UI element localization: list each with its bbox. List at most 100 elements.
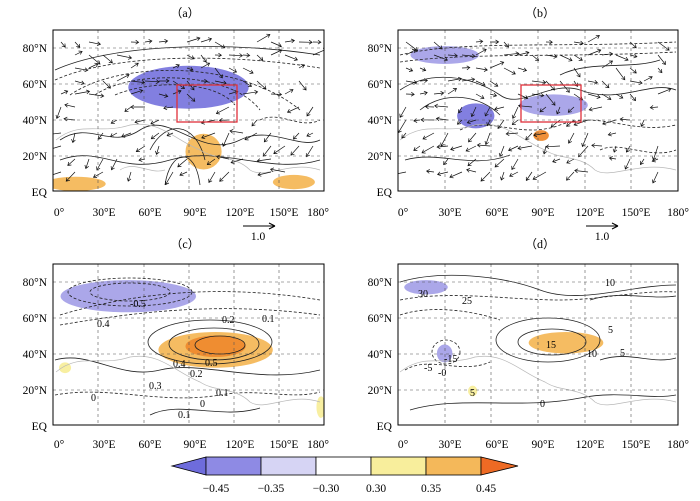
x-tick-label: 60°E — [138, 207, 161, 219]
wind-vector — [657, 54, 666, 65]
wind-vector — [587, 93, 601, 99]
y-tick-label: 40°N — [368, 115, 393, 127]
wind-vector — [601, 51, 614, 57]
wind-vector — [539, 106, 547, 113]
wind-vector — [256, 54, 264, 61]
colorbar-segment — [370, 456, 427, 476]
wind-vector — [601, 93, 612, 101]
wind-vector — [475, 48, 487, 56]
contour-label: 15 — [546, 340, 556, 351]
panel-b-shading — [410, 46, 588, 141]
wind-vector — [150, 132, 160, 140]
y-tick-label: 20°N — [368, 151, 393, 163]
wind-vector — [625, 145, 631, 153]
y-tick-label: 40°N — [23, 349, 48, 361]
panel-a-frame — [52, 29, 325, 192]
wind-vector — [480, 171, 491, 182]
panel-c: （c） -0.5 0.4 0.2 0.1 — [23, 237, 330, 451]
wind-vector — [552, 158, 561, 163]
wind-vector — [158, 38, 169, 44]
wind-vector — [511, 119, 519, 125]
wind-vector — [573, 67, 581, 78]
wind-vector — [64, 103, 76, 108]
wind-vector — [60, 41, 66, 48]
wind-vector — [608, 156, 617, 161]
wind-vector — [567, 132, 575, 144]
wind-vector — [436, 144, 449, 150]
wind-vector — [110, 158, 118, 171]
y-tick-label: 80°N — [368, 43, 393, 55]
wind-vector — [657, 67, 663, 74]
wind-vector — [484, 132, 491, 146]
shaded-region — [436, 344, 453, 363]
y-tick-label: 60°N — [368, 79, 393, 91]
colorbar-tick-label: −0.30 — [313, 483, 340, 495]
contour-label: -0.5 — [130, 299, 146, 310]
wind-vector — [489, 92, 498, 98]
wind-vector — [172, 64, 180, 69]
panel-c-yticks: 80°N 60°N 40°N 20°N EQ — [23, 277, 48, 433]
wind-vector — [219, 171, 230, 182]
wind-vector — [200, 78, 208, 84]
contour-label: 10 — [605, 278, 615, 289]
wind-vector — [475, 39, 484, 44]
panel-a-reference-vector: 1.0 — [243, 222, 276, 243]
wind-vector — [503, 67, 516, 75]
wind-vector — [130, 104, 145, 110]
y-tick-label: 40°N — [23, 115, 48, 127]
wind-vector — [651, 171, 659, 184]
x-tick-label: 30°E — [438, 439, 461, 451]
wind-vector — [591, 143, 603, 148]
panel-b: （b） — [368, 6, 690, 243]
wind-vector — [434, 103, 449, 109]
wind-vector — [566, 158, 575, 164]
wind-vector — [102, 54, 113, 64]
x-tick-label: 60°E — [138, 439, 161, 451]
contour-label: 0.2 — [222, 315, 235, 326]
colorbar-segment — [170, 456, 207, 476]
y-tick-label: 80°N — [368, 277, 393, 289]
panel-d-xticks: 0° 30°E 60°E 90°E 120°E 150°E 180° — [398, 439, 690, 451]
wind-vector — [545, 54, 558, 59]
colorbar-labels: −0.45 −0.35 −0.30 0.30 0.35 0.45 — [203, 483, 497, 495]
wind-vector — [55, 106, 62, 120]
wind-vector — [166, 132, 174, 137]
wind-vector — [215, 154, 230, 160]
panel-d-frame — [397, 263, 679, 426]
wind-vector — [419, 78, 429, 83]
wind-vector — [158, 93, 169, 98]
wind-vector — [130, 88, 144, 95]
y-tick-label: EQ — [32, 421, 48, 433]
wind-vector — [447, 76, 463, 82]
wind-vector — [509, 171, 519, 178]
wind-vector — [229, 128, 244, 134]
wind-vector — [102, 80, 111, 89]
panel-a-region-box — [176, 84, 238, 123]
wind-vector — [67, 158, 76, 166]
panel-c-xticks: 0° 30°E 60°E 90°E 120°E 150°E 180° — [54, 439, 330, 451]
wind-vector — [629, 93, 637, 102]
wind-vector — [421, 145, 435, 154]
wind-vector — [545, 144, 561, 149]
wind-vector — [405, 80, 418, 85]
panel-a-vectors — [53, 33, 324, 186]
wind-vector — [144, 79, 160, 84]
contour-label: 5 — [470, 388, 475, 399]
wind-vector — [74, 80, 85, 86]
colorbar-tick-label: 0.45 — [476, 483, 496, 495]
wind-vector — [470, 106, 477, 118]
wind-vector — [273, 145, 286, 154]
panel-d-grid — [398, 264, 678, 425]
wind-vector — [531, 54, 540, 62]
panel-c-grid — [53, 264, 324, 425]
wind-vector — [74, 67, 89, 73]
wind-vector — [214, 67, 223, 79]
wind-vector — [440, 132, 449, 147]
contour-label: 0.3 — [149, 381, 162, 392]
wind-vector — [602, 119, 617, 126]
wind-vector — [284, 88, 294, 95]
wind-vector — [640, 158, 645, 166]
wind-vector — [405, 49, 417, 56]
wind-vector — [215, 106, 230, 115]
